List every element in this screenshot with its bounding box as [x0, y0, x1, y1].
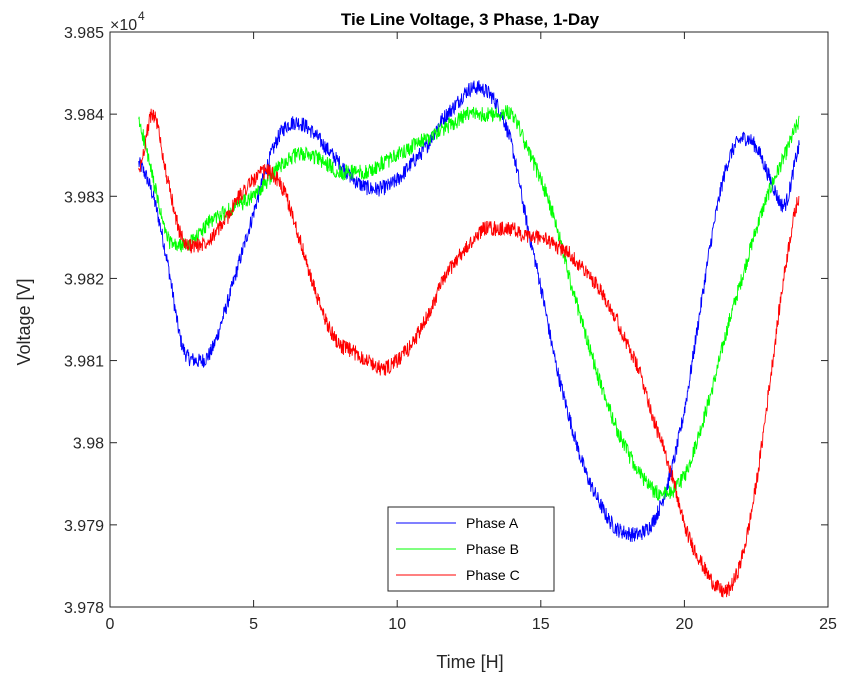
- y-tick-label: 3.983: [64, 189, 104, 206]
- exponent-base: ×10: [110, 17, 137, 34]
- x-tick-label: 10: [388, 616, 406, 633]
- axes: 0 5 10 15 20 25 3.978 3.979 3.98 3.981 3.982 3.983 3…: [64, 25, 837, 633]
- x-tick-label: 20: [676, 616, 694, 633]
- x-tick-label: 15: [532, 616, 550, 633]
- y-tick-label: 3.98: [73, 436, 104, 453]
- legend-label-phase-b: Phase B: [466, 541, 519, 557]
- exponent-power: 4: [138, 9, 145, 23]
- y-tick-label: 3.985: [64, 25, 104, 42]
- y-axis-label: Voltage [V]: [14, 278, 34, 365]
- y-tick-label: 3.982: [64, 271, 104, 288]
- series-line-phase-a: [138, 80, 800, 543]
- exponent-label: ×10 4: [110, 9, 145, 34]
- x-tick-label: 5: [249, 616, 258, 633]
- legend-label-phase-c: Phase C: [466, 567, 520, 583]
- x-tick-label: 25: [819, 616, 837, 633]
- legend: Phase A Phase B Phase C: [387, 506, 555, 592]
- y-tick-label: 3.978: [64, 600, 104, 617]
- y-tick-label: 3.979: [64, 518, 104, 535]
- x-axis-label: Time [H]: [436, 652, 503, 672]
- series-line-phase-b: [138, 105, 800, 502]
- plot-area-frame: [109, 31, 829, 608]
- chart-title: Tie Line Voltage, 3 Phase, 1-Day: [341, 10, 600, 29]
- legend-label-phase-a: Phase A: [466, 515, 519, 531]
- y-tick-label: 3.981: [64, 354, 104, 371]
- x-tick-label: 0: [106, 616, 115, 633]
- series-line-phase-c: [138, 108, 800, 598]
- series-layer: [138, 80, 800, 598]
- y-tick-label: 3.984: [64, 107, 104, 124]
